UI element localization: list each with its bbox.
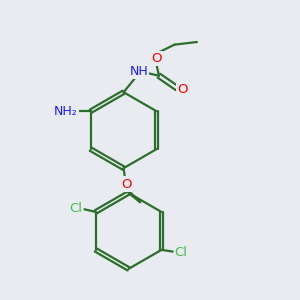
Text: Cl: Cl: [69, 202, 82, 215]
Text: O: O: [177, 83, 187, 96]
Text: NH₂: NH₂: [54, 105, 78, 118]
Text: NH: NH: [130, 65, 148, 78]
Text: Cl: Cl: [175, 246, 188, 259]
Text: O: O: [151, 52, 161, 65]
Text: O: O: [122, 178, 132, 190]
